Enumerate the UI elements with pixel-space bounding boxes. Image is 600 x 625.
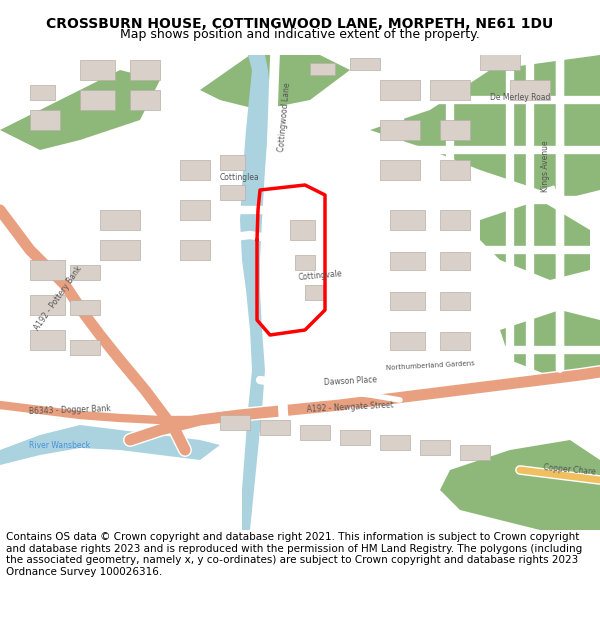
Bar	[295, 255, 315, 270]
Bar	[305, 285, 325, 300]
Text: Cottingwood Lane: Cottingwood Lane	[277, 82, 293, 152]
Polygon shape	[200, 55, 350, 110]
Text: Dawson Place: Dawson Place	[323, 375, 377, 387]
Bar	[440, 292, 470, 310]
Bar	[80, 60, 115, 80]
Bar	[70, 340, 100, 355]
Bar	[380, 160, 420, 180]
Text: Copper Chare: Copper Chare	[544, 464, 596, 477]
Bar	[440, 332, 470, 350]
Polygon shape	[540, 130, 600, 200]
Polygon shape	[240, 55, 270, 530]
Bar	[390, 332, 425, 350]
Bar	[390, 252, 425, 270]
Bar	[30, 330, 65, 350]
Text: De Merley Road: De Merley Road	[490, 93, 550, 102]
Text: Map shows position and indicative extent of the property.: Map shows position and indicative extent…	[120, 28, 480, 41]
Bar	[100, 210, 140, 230]
Polygon shape	[0, 425, 220, 465]
Text: CROSSBURN HOUSE, COTTINGWOOD LANE, MORPETH, NE61 1DU: CROSSBURN HOUSE, COTTINGWOOD LANE, MORPE…	[46, 16, 554, 31]
Text: Cottinglea: Cottinglea	[220, 173, 260, 182]
Bar	[440, 252, 470, 270]
Bar	[30, 85, 55, 100]
Bar	[180, 200, 210, 220]
Text: Cottingvale: Cottingvale	[298, 269, 343, 282]
Bar	[380, 120, 420, 140]
Text: Kings Avenue: Kings Avenue	[541, 141, 550, 192]
Polygon shape	[500, 310, 600, 380]
Text: Contains OS data © Crown copyright and database right 2021. This information is : Contains OS data © Crown copyright and d…	[6, 532, 582, 577]
Bar	[460, 445, 490, 460]
Bar	[180, 160, 210, 180]
Bar	[310, 63, 335, 75]
Bar	[300, 425, 330, 440]
Bar	[420, 440, 450, 455]
Text: B6343 - Dogger Bank: B6343 - Dogger Bank	[29, 404, 111, 416]
Bar	[220, 155, 245, 170]
Bar	[510, 80, 550, 100]
Polygon shape	[440, 440, 600, 530]
Bar	[130, 60, 160, 80]
Bar	[80, 90, 115, 110]
Bar	[70, 265, 100, 280]
Bar	[340, 430, 370, 445]
Polygon shape	[0, 70, 160, 150]
Bar	[380, 435, 410, 450]
Bar	[220, 415, 250, 430]
Bar	[130, 90, 160, 110]
Text: A192 - Pottery Bank: A192 - Pottery Bank	[32, 264, 83, 332]
Bar	[30, 110, 60, 130]
Bar	[430, 80, 470, 100]
Text: River Wansbeck: River Wansbeck	[29, 441, 91, 450]
Bar	[440, 120, 470, 140]
Polygon shape	[370, 55, 600, 190]
Bar	[70, 300, 100, 315]
Bar	[290, 220, 315, 240]
Bar	[30, 295, 65, 315]
Bar	[220, 185, 245, 200]
Bar	[100, 240, 140, 260]
Text: Northumberland Gardens: Northumberland Gardens	[385, 361, 475, 371]
Bar	[180, 240, 210, 260]
Bar	[380, 80, 420, 100]
Bar	[350, 58, 380, 70]
Bar	[480, 50, 520, 70]
Bar	[260, 420, 290, 435]
Bar	[440, 210, 470, 230]
Bar	[440, 160, 470, 180]
Bar	[30, 260, 65, 280]
Polygon shape	[480, 200, 590, 280]
Bar	[390, 210, 425, 230]
Text: A192 - Newgate Street: A192 - Newgate Street	[307, 401, 394, 414]
Bar	[390, 292, 425, 310]
